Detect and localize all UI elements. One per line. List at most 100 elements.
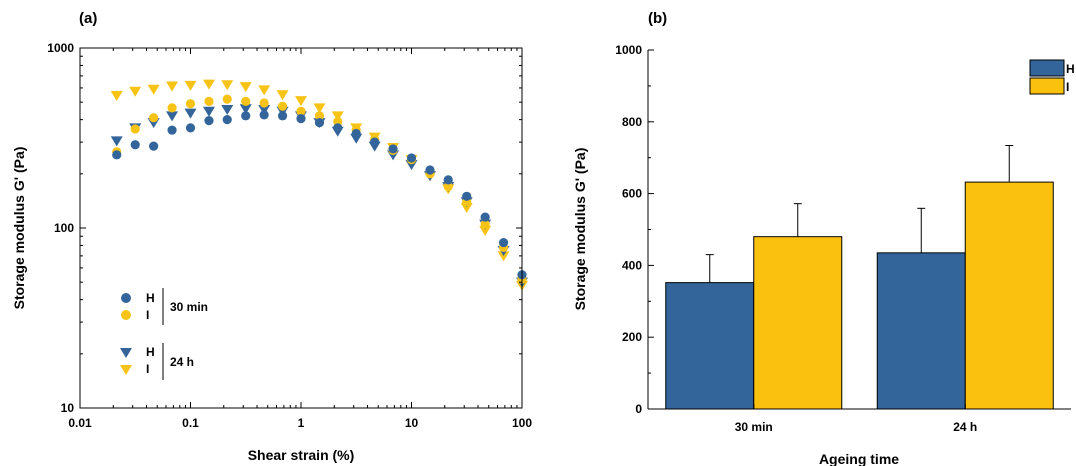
point-h-30min (388, 144, 398, 154)
point-i-30min (149, 113, 159, 123)
point-i-24h (221, 80, 234, 91)
y-tick-label: 100 (54, 221, 74, 235)
point-h-30min (314, 118, 325, 128)
point-i-24h (202, 79, 215, 90)
point-i-30min (185, 99, 196, 109)
point-h-24h (202, 106, 215, 117)
legend-label-h-30min: H (146, 291, 155, 305)
point-i-30min (314, 111, 325, 121)
panel-a-y-axis-label: Storage modulus G' (Pa) (11, 147, 27, 310)
point-h-30min (222, 115, 232, 125)
panel-a-data-marks (110, 79, 528, 291)
point-h-24h (221, 105, 234, 116)
point-h-30min (149, 141, 159, 151)
point-h-24h (258, 105, 271, 116)
point-i-24h (295, 96, 307, 107)
legend-label-h: H (1066, 62, 1075, 76)
point-i-24h (147, 84, 160, 95)
panel-a-label: (a) (79, 10, 97, 27)
point-h-30min (167, 125, 177, 135)
point-h-30min (406, 153, 417, 163)
bar-i-24h (964, 181, 1054, 410)
x-tick-label: 24 h (953, 420, 977, 434)
point-i-24h (460, 202, 473, 213)
point-h-30min (462, 191, 472, 201)
point-h-30min (204, 116, 214, 126)
y-tick-label: 800 (622, 115, 642, 129)
point-i-24h (258, 85, 271, 96)
point-i-30min (296, 106, 306, 116)
point-i-24h (331, 111, 344, 122)
point-h-30min (277, 111, 288, 121)
x-tick-label: 100 (512, 416, 532, 430)
point-i-24h (129, 86, 142, 97)
x-tick-label: 0.01 (68, 416, 92, 430)
panel-b: (b) 0 200 400 600 800 1000 30 min 24 h Ageing … (572, 10, 1075, 466)
point-h-30min (130, 140, 140, 150)
point-h-30min (241, 111, 251, 121)
legend-marker-h-24h (120, 348, 132, 358)
point-h-30min (498, 237, 509, 248)
point-i-30min (443, 181, 453, 192)
legend-label-i-24h: I (146, 362, 149, 376)
legend-swatch-i (1029, 77, 1065, 95)
panel-b-x-axis: 30 min 24 h (735, 404, 977, 434)
point-h-30min (370, 137, 380, 147)
point-i-30min (204, 96, 214, 107)
point-i-24h (313, 103, 326, 114)
panel-a-x-axis: 0.01 0.1 1 10 100 (68, 48, 532, 430)
point-i-30min (167, 103, 177, 113)
point-h-30min (112, 150, 122, 160)
panel-b-legend: H I (1029, 59, 1075, 95)
y-tick-label: 10 (61, 401, 75, 415)
y-tick-label: 600 (622, 187, 642, 201)
panel-a: (a) 0.01 0.1 1 10 100 10 100 1000 Shear strain… (11, 10, 532, 463)
point-h-30min (333, 123, 343, 133)
point-h-30min (425, 165, 435, 175)
panel-a-legend: H I 30 min H I 24 h (120, 288, 208, 380)
point-h-24h (166, 111, 179, 122)
point-h-24h (239, 104, 252, 115)
point-i-30min (222, 94, 232, 104)
x-tick-label: 30 min (735, 420, 773, 434)
point-i-30min (130, 124, 140, 134)
x-tick-label: 10 (405, 416, 419, 430)
bar-h-24h (876, 252, 966, 410)
bar-h-30min (665, 282, 755, 410)
point-h-24h (110, 136, 123, 147)
point-h-24h (184, 108, 197, 119)
point-i-30min (241, 96, 251, 107)
x-tick-label: 1 (298, 416, 305, 430)
legend-label-i: I (1066, 80, 1069, 94)
point-i-30min (259, 98, 269, 108)
legend-group-30min: 30 min (170, 300, 208, 314)
point-i-24h (239, 82, 252, 93)
legend-label-h-24h: H (146, 345, 155, 359)
panel-b-y-axis: 0 200 400 600 800 1000 (615, 43, 654, 416)
legend-label-i-30min: I (146, 308, 149, 322)
y-tick-label: 1000 (615, 43, 642, 57)
x-tick-label: 0.1 (182, 416, 199, 430)
point-i-24h (276, 90, 289, 101)
point-i-30min (480, 219, 490, 229)
y-tick-label: 200 (622, 330, 642, 344)
legend-marker-i-30min (121, 310, 131, 320)
y-tick-label: 400 (622, 258, 642, 272)
point-h-30min (185, 123, 196, 133)
panel-a-x-axis-label: Shear strain (%) (248, 447, 355, 463)
point-i-24h (184, 80, 197, 91)
point-h-30min (351, 128, 361, 139)
y-tick-label: 1000 (47, 41, 74, 55)
point-i-24h (497, 251, 510, 262)
point-h-30min (443, 175, 453, 185)
panel-b-bars (665, 144, 1054, 410)
point-i-30min (277, 101, 288, 111)
point-h-30min (259, 110, 269, 120)
point-i-24h (110, 90, 123, 101)
legend-swatch-h (1029, 59, 1065, 77)
panel-b-y-axis-label: Storage modulus G' (Pa) (572, 148, 588, 311)
point-h-30min (296, 114, 306, 124)
legend-marker-i-24h (120, 365, 132, 375)
point-i-24h (166, 81, 179, 92)
